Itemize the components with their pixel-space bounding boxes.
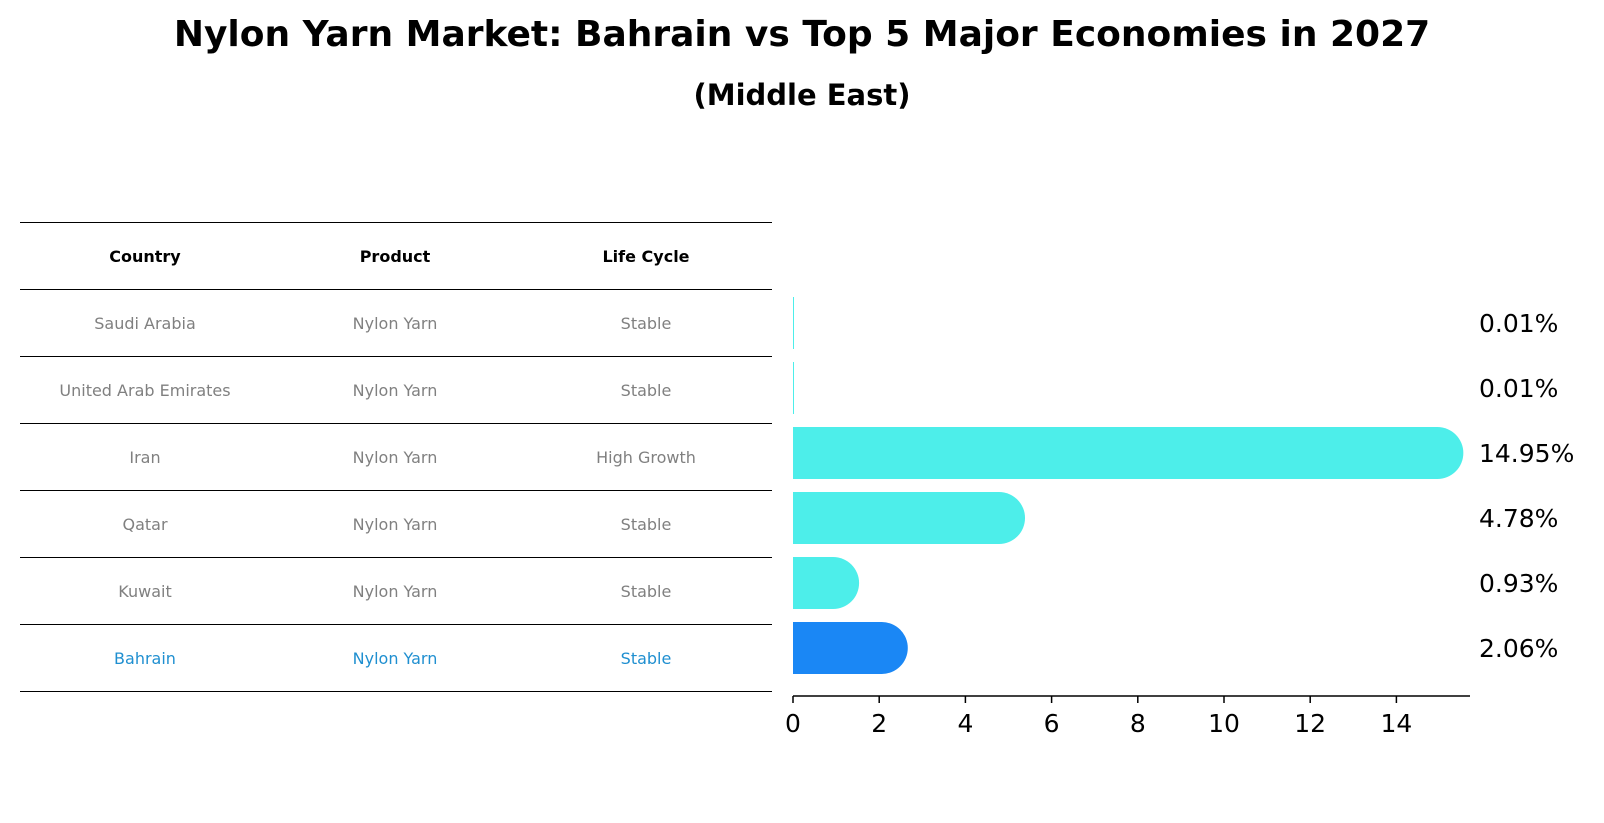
- x-tick-label: 4: [957, 709, 973, 738]
- data-label: 4.78%: [1479, 504, 1558, 533]
- cell-country: Iran: [129, 447, 161, 467]
- x-tick-label: 6: [1044, 709, 1060, 738]
- bar: [793, 492, 1026, 544]
- bar: [793, 297, 794, 349]
- bar: [793, 362, 794, 414]
- cell-country: Kuwait: [118, 581, 172, 601]
- bar: [793, 427, 1464, 479]
- data-label: 2.06%: [1479, 634, 1558, 663]
- chart-subtitle: (Middle East): [693, 78, 911, 112]
- cell-product: Nylon Yarn: [352, 514, 438, 534]
- x-tick-label: 12: [1294, 709, 1326, 738]
- cell-life-cycle: Stable: [620, 380, 672, 400]
- data-table: Country Product Life Cycle Saudi Arabia …: [20, 222, 772, 692]
- cell-country: Saudi Arabia: [94, 313, 196, 333]
- cell-product: Nylon Yarn: [352, 313, 438, 333]
- table-row: Iran Nylon Yarn High Growth: [20, 423, 772, 490]
- cell-life-cycle: High Growth: [596, 447, 696, 467]
- table-row: United Arab Emirates Nylon Yarn Stable: [20, 356, 772, 423]
- data-label: 14.95%: [1479, 439, 1574, 468]
- cell-country: Qatar: [122, 514, 168, 534]
- cell-product: Nylon Yarn: [352, 648, 438, 668]
- cell-product: Nylon Yarn: [352, 447, 438, 467]
- table-header-row: Country Product Life Cycle: [20, 222, 772, 289]
- header-life-cycle: Life Cycle: [602, 246, 690, 266]
- x-tick-label: 0: [785, 709, 801, 738]
- x-tick-label: 10: [1208, 709, 1240, 738]
- x-tick-label: 14: [1380, 709, 1412, 738]
- cell-product: Nylon Yarn: [352, 581, 438, 601]
- table-row: Saudi Arabia Nylon Yarn Stable: [20, 289, 772, 356]
- header-country: Country: [109, 246, 181, 266]
- cell-life-cycle: Stable: [620, 648, 672, 668]
- cell-country: Bahrain: [114, 648, 176, 668]
- cell-country: United Arab Emirates: [59, 380, 231, 400]
- data-label: 0.01%: [1479, 374, 1558, 403]
- bar-base: [793, 557, 819, 609]
- bar-base: [793, 427, 819, 479]
- cell-life-cycle: Stable: [620, 514, 672, 534]
- data-label: 0.93%: [1479, 569, 1558, 598]
- table-row-highlighted: Bahrain Nylon Yarn Stable: [20, 624, 772, 692]
- bar-base: [793, 622, 819, 674]
- x-tick-label: 2: [871, 709, 887, 738]
- cell-product: Nylon Yarn: [352, 380, 438, 400]
- cell-life-cycle: Stable: [620, 313, 672, 333]
- table-row: Kuwait Nylon Yarn Stable: [20, 557, 772, 624]
- header-product: Product: [359, 246, 431, 266]
- x-tick-label: 8: [1130, 709, 1146, 738]
- chart-title: Nylon Yarn Market: Bahrain vs Top 5 Majo…: [173, 14, 1431, 55]
- table-row: Qatar Nylon Yarn Stable: [20, 490, 772, 557]
- bar: [793, 622, 908, 674]
- cell-life-cycle: Stable: [620, 581, 672, 601]
- bar-base: [793, 492, 819, 544]
- data-label: 0.01%: [1479, 309, 1558, 338]
